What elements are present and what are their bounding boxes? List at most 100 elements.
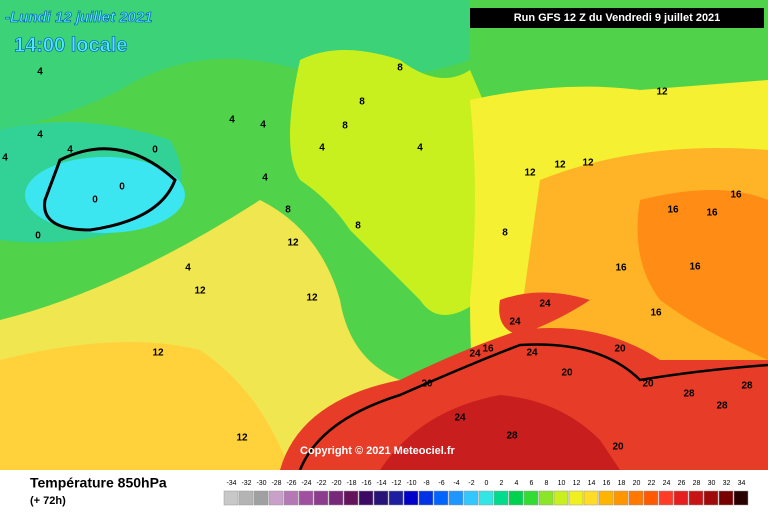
scale-label: -6: [438, 480, 444, 487]
scale-swatch: [253, 490, 269, 506]
contour-label: 8: [342, 121, 348, 132]
scale-swatch: [613, 490, 629, 506]
contour-label: 16: [482, 344, 494, 355]
scale-swatch: [673, 490, 689, 506]
scale-label: 4: [515, 480, 519, 487]
contour-label: 24: [526, 348, 538, 359]
contour-label: 28: [506, 431, 518, 442]
scale-swatch: [658, 490, 674, 506]
scale-swatch: [388, 490, 404, 506]
contour-label: 4: [417, 143, 423, 154]
contour-label: 20: [421, 379, 433, 390]
contour-label: 20: [642, 379, 654, 390]
scale-label: 12: [573, 480, 581, 487]
copyright: Copyright © 2021 Meteociel.fr: [300, 445, 456, 457]
contour-label: 8: [502, 228, 508, 239]
run-label: Run GFS 12 Z du Vendredi 9 juillet 2021: [514, 12, 721, 24]
scale-swatch: [448, 490, 464, 506]
scale-swatch: [478, 490, 494, 506]
scale-swatch: [583, 490, 599, 506]
scale-label: -22: [316, 480, 326, 487]
scale-label: -4: [453, 480, 459, 487]
lead-time: (+ 72h): [30, 495, 66, 507]
scale-label: -14: [376, 480, 386, 487]
contour-label: 12: [306, 293, 318, 304]
scale-label: 0: [485, 480, 489, 487]
scale-swatch: [418, 490, 434, 506]
contour-label: 0: [92, 195, 98, 206]
contour-label: 4: [37, 130, 43, 141]
scale-label: 18: [618, 480, 626, 487]
contour-label: 28: [683, 389, 695, 400]
scale-label: -20: [331, 480, 341, 487]
scale-swatch: [598, 490, 614, 506]
contour-label: 12: [194, 286, 206, 297]
scale-label: 8: [545, 480, 549, 487]
scale-label: 14: [588, 480, 596, 487]
scale-label: 26: [678, 480, 686, 487]
scale-label: -8: [423, 480, 429, 487]
contour-label: 12: [582, 158, 594, 169]
contour-label: 0: [152, 145, 158, 156]
scale-label: 30: [708, 480, 716, 487]
contour-label: 24: [469, 349, 481, 360]
contour-label: 20: [612, 442, 624, 453]
scale-swatch: [403, 490, 419, 506]
scale-label: 34: [738, 480, 746, 487]
contour-label: 12: [524, 168, 536, 179]
contour-label: 12: [287, 238, 299, 249]
scale-swatch: [463, 490, 479, 506]
contour-label: 0: [119, 182, 125, 193]
contour-label: 4: [229, 115, 235, 126]
contour-label: 0: [35, 231, 41, 242]
date-label: -Lundi 12 juillet 2021: [5, 9, 153, 26]
contour-label: 24: [454, 413, 466, 424]
scale-swatch: [343, 490, 359, 506]
scale-swatch: [553, 490, 569, 506]
contour-label: 4: [37, 67, 43, 78]
scale-label: -2: [468, 480, 474, 487]
contour-label: 8: [285, 205, 291, 216]
scale-swatch: [268, 490, 284, 506]
contour-label: 8: [397, 63, 403, 74]
scale-swatch: [703, 490, 719, 506]
scale-label: -30: [256, 480, 266, 487]
scale-swatch: [358, 490, 374, 506]
scale-swatch: [223, 490, 239, 506]
scale-swatch: [733, 490, 749, 506]
scale-label: 20: [633, 480, 641, 487]
contour-label: 24: [539, 299, 551, 310]
contour-label: 28: [716, 401, 728, 412]
scale-label: 28: [693, 480, 701, 487]
scale-label: -10: [406, 480, 416, 487]
contour-label: 4: [260, 120, 266, 131]
run-box: [470, 8, 764, 28]
scale-label: 24: [663, 480, 671, 487]
contour-label: 28: [741, 381, 753, 392]
contour-label: 20: [561, 368, 573, 379]
scale-swatch: [493, 490, 509, 506]
scale-label: 2: [500, 480, 504, 487]
scale-label: -24: [301, 480, 311, 487]
scale-swatch: [688, 490, 704, 506]
scale-label: 32: [723, 480, 731, 487]
contour-label: 16: [730, 190, 742, 201]
contour-label: 12: [554, 160, 566, 171]
contour-label: 8: [359, 97, 365, 108]
contour-label: 16: [615, 263, 627, 274]
scale-label: -34: [226, 480, 236, 487]
scale-label: 10: [558, 480, 566, 487]
contour-label: 16: [689, 262, 701, 273]
contour-label: 8: [355, 221, 361, 232]
scale-label: 16: [603, 480, 611, 487]
contour-label: 12: [236, 433, 248, 444]
contour-label: 16: [667, 205, 679, 216]
scale-swatch: [718, 490, 734, 506]
scale-swatch: [568, 490, 584, 506]
scale-label: 22: [648, 480, 656, 487]
scale-swatch: [523, 490, 539, 506]
scale-swatch: [538, 490, 554, 506]
